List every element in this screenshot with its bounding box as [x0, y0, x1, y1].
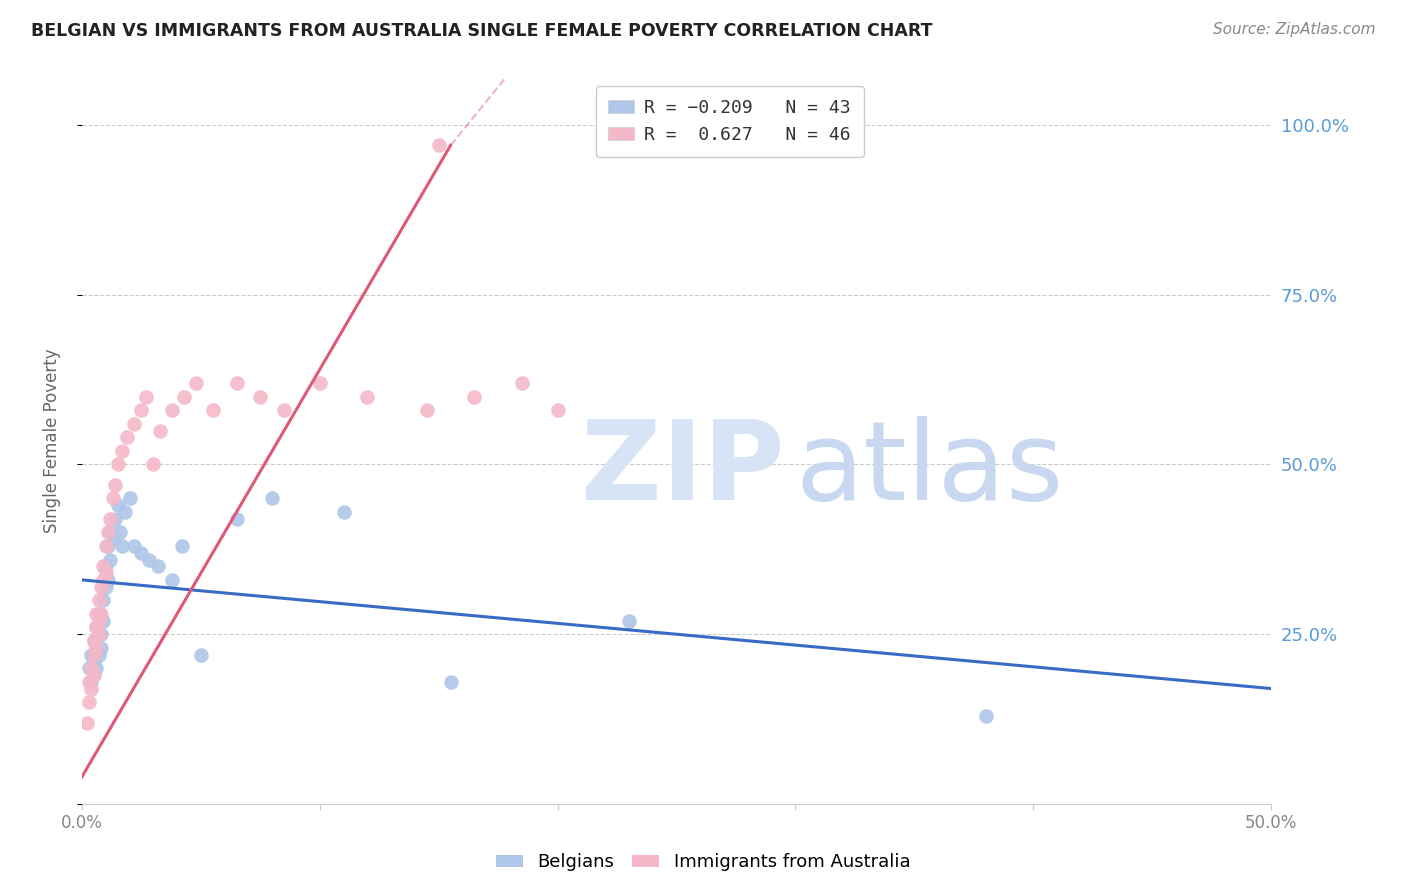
Point	[80, 648, 103, 662]
Point	[77, 674, 100, 689]
Point	[510, 376, 533, 390]
Point	[173, 390, 195, 404]
Point	[94, 566, 117, 581]
Point	[84, 661, 107, 675]
Point	[77, 695, 100, 709]
Point	[93, 573, 115, 587]
Point	[80, 681, 103, 696]
Point	[87, 627, 110, 641]
Point	[84, 640, 107, 655]
Legend: R = −0.209   N = 43, R =  0.627   N = 46: R = −0.209 N = 43, R = 0.627 N = 46	[596, 87, 863, 157]
Point	[90, 580, 112, 594]
Point	[80, 661, 103, 675]
Point	[83, 648, 105, 662]
Point	[308, 376, 330, 390]
Legend: Belgians, Immigrants from Australia: Belgians, Immigrants from Australia	[488, 847, 918, 879]
Point	[356, 390, 378, 404]
Point	[107, 498, 129, 512]
Point	[90, 614, 112, 628]
Point	[547, 403, 569, 417]
Point	[131, 546, 153, 560]
Point	[149, 424, 172, 438]
Point	[83, 634, 105, 648]
Point	[90, 607, 112, 621]
Point	[93, 559, 115, 574]
Point	[77, 661, 100, 675]
Point	[332, 505, 354, 519]
Point	[107, 458, 129, 472]
Point	[84, 620, 107, 634]
Point	[97, 539, 120, 553]
Point	[87, 648, 110, 662]
Point	[162, 403, 184, 417]
Y-axis label: Single Female Poverty: Single Female Poverty	[44, 349, 60, 533]
Point	[201, 403, 224, 417]
Text: atlas: atlas	[796, 417, 1064, 524]
Point	[90, 640, 112, 655]
Point	[111, 443, 134, 458]
Point	[170, 539, 193, 553]
Point	[100, 552, 122, 566]
Point	[94, 559, 117, 574]
Point	[87, 593, 110, 607]
Point	[114, 505, 136, 519]
Point	[97, 573, 120, 587]
Point	[273, 403, 295, 417]
Point	[142, 458, 165, 472]
Point	[416, 403, 439, 417]
Point	[93, 593, 115, 607]
Point	[225, 376, 247, 390]
Text: Source: ZipAtlas.com: Source: ZipAtlas.com	[1212, 22, 1375, 37]
Point	[115, 430, 138, 444]
Point	[190, 648, 212, 662]
Point	[100, 525, 122, 540]
Point	[184, 376, 207, 390]
Point	[84, 640, 107, 655]
Point	[93, 614, 115, 628]
Point	[249, 390, 271, 404]
Point	[124, 417, 146, 431]
Point	[162, 573, 184, 587]
Point	[974, 708, 997, 723]
Point	[90, 627, 112, 641]
Point	[617, 614, 640, 628]
Point	[101, 491, 124, 506]
Point	[146, 559, 169, 574]
Point	[84, 620, 107, 634]
Point	[108, 525, 131, 540]
Point	[83, 654, 105, 668]
Point	[80, 674, 103, 689]
Point	[118, 491, 141, 506]
Point	[87, 607, 110, 621]
Point	[225, 512, 247, 526]
Point	[87, 614, 110, 628]
Point	[104, 478, 127, 492]
Point	[124, 539, 146, 553]
Point	[94, 580, 117, 594]
Point	[427, 138, 450, 153]
Point	[131, 403, 153, 417]
Point	[101, 532, 124, 546]
Point	[439, 674, 461, 689]
Point	[135, 390, 157, 404]
Point	[97, 525, 120, 540]
Text: ZIP: ZIP	[582, 417, 785, 524]
Point	[83, 634, 105, 648]
Point	[87, 627, 110, 641]
Point	[104, 512, 127, 526]
Text: BELGIAN VS IMMIGRANTS FROM AUSTRALIA SINGLE FEMALE POVERTY CORRELATION CHART: BELGIAN VS IMMIGRANTS FROM AUSTRALIA SIN…	[31, 22, 932, 40]
Point	[463, 390, 485, 404]
Point	[111, 539, 134, 553]
Point	[83, 668, 105, 682]
Point	[76, 715, 98, 730]
Point	[138, 552, 160, 566]
Point	[83, 668, 105, 682]
Point	[262, 491, 284, 506]
Point	[100, 512, 122, 526]
Point	[84, 607, 107, 621]
Point	[94, 539, 117, 553]
